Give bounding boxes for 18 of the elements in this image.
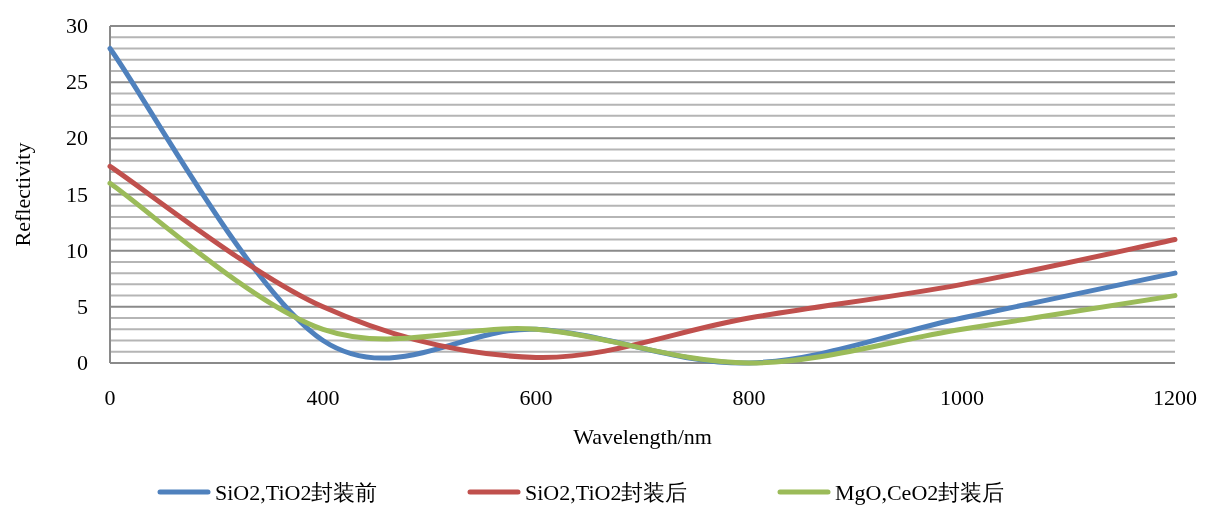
legend-label: MgO,CeO2封装后 xyxy=(835,480,1005,505)
y-axis-title: Reflectivity xyxy=(10,142,35,247)
x-axis-title: Wavelength/nm xyxy=(573,424,712,449)
x-tick-label: 400 xyxy=(306,385,340,410)
x-tick-label: 1200 xyxy=(1153,385,1197,410)
y-tick-label: 25 xyxy=(66,69,88,95)
y-tick-label: 30 xyxy=(66,13,88,38)
legend-label: SiO2,TiO2封装后 xyxy=(525,480,688,505)
y-tick-label: 5 xyxy=(77,293,88,319)
y-tick-label: 15 xyxy=(66,181,88,207)
y-tick-label: 0 xyxy=(77,350,88,375)
x-tick-label: 800 xyxy=(732,385,766,410)
y-tick-label: 20 xyxy=(66,125,88,151)
x-tick-label: 600 xyxy=(519,385,553,410)
x-tick-label: 1000 xyxy=(940,385,984,410)
x-tick-label: 0 xyxy=(104,385,116,410)
y-tick-label: 10 xyxy=(66,237,88,263)
legend-label: SiO2,TiO2封装前 xyxy=(215,480,378,505)
